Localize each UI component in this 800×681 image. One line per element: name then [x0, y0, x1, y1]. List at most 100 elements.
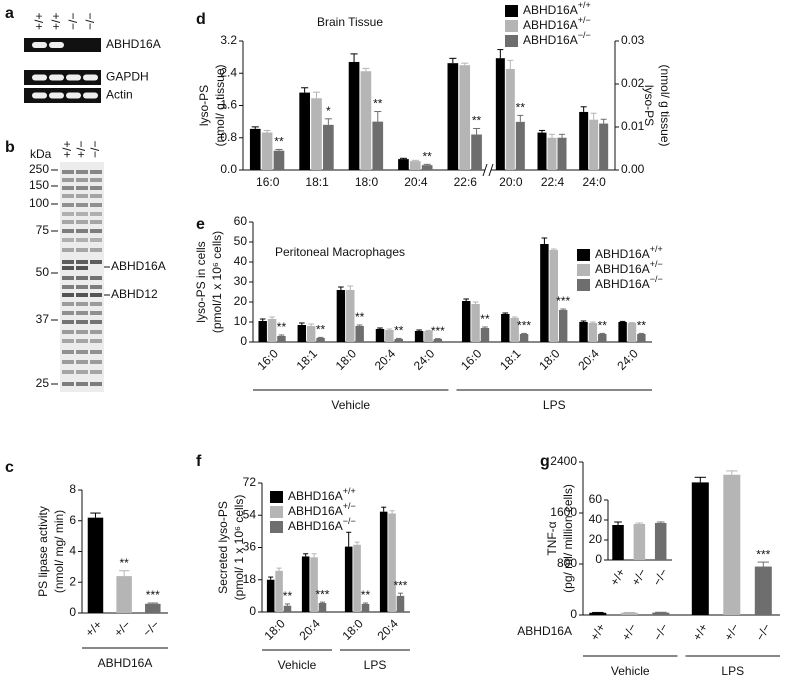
y-axis-label: (nmol/ g tissue) — [213, 64, 227, 146]
gel-band — [90, 248, 102, 252]
legend-name: ABHD16A — [288, 489, 343, 503]
gel-band — [90, 238, 102, 242]
gel-band — [62, 339, 74, 343]
marker-label: 75 — [36, 223, 50, 237]
significance-label: ** — [355, 310, 365, 324]
gel-band — [62, 360, 74, 364]
group-label: LPS — [721, 664, 744, 678]
legend-name: ABHD16A — [595, 262, 650, 276]
x-tick-label: −/− — [650, 621, 671, 643]
legend-swatch — [505, 35, 518, 47]
gel-band — [90, 186, 102, 190]
gel-band — [62, 276, 74, 280]
bar — [297, 325, 307, 342]
bar — [633, 524, 646, 560]
gel-band — [32, 92, 47, 99]
bar — [375, 329, 385, 342]
x-tick-label: 18:0 — [333, 346, 360, 373]
y-axis-label: PS lipase activity — [36, 506, 50, 597]
marker-label: 100 — [29, 196, 49, 210]
bar — [310, 557, 318, 612]
gel-band — [76, 360, 88, 364]
gel-band — [76, 186, 88, 190]
x-tick-label: 20:4 — [575, 346, 602, 373]
bar — [258, 321, 267, 342]
significance-label: ** — [422, 150, 432, 164]
legend-superscript: −/− — [650, 274, 663, 284]
bar — [537, 132, 547, 170]
gel-band — [76, 238, 88, 242]
significance-label: ** — [598, 319, 608, 333]
bar — [459, 65, 471, 170]
gel-band — [76, 212, 88, 216]
x-tick-label: 22:6 — [454, 175, 478, 189]
bar — [589, 119, 599, 170]
x-tick-label: −/− — [753, 621, 774, 643]
gel-band — [83, 92, 98, 99]
gel-band — [90, 339, 102, 343]
legend-label: ABHD16A+/− — [595, 259, 663, 276]
y-tick-label: 6 — [69, 513, 76, 527]
legend-name: ABHD16A — [288, 519, 343, 533]
x-tick-label: +/+ — [83, 617, 105, 639]
significance-label: ** — [274, 135, 284, 149]
gel-band — [76, 229, 88, 233]
group-label: Vehicle — [331, 398, 370, 412]
y2-tick-label: 0.00 — [621, 162, 645, 176]
x-tick-label: 20:0 — [499, 175, 523, 189]
gel-band — [90, 212, 102, 216]
y-tick-label: 800 — [557, 556, 577, 570]
bar — [355, 326, 364, 342]
gel-band — [76, 194, 88, 198]
legend-swatch — [577, 249, 590, 261]
marker-label: 25 — [36, 376, 50, 390]
legend-swatch — [577, 279, 590, 291]
x-tick-label: −/− — [650, 566, 671, 588]
y-tick-label: 0 — [570, 607, 577, 621]
y-axis-label: lyso-PS in cells — [194, 241, 208, 322]
gel-band — [76, 260, 88, 264]
bar — [549, 250, 559, 342]
bar — [433, 339, 443, 342]
x-tick-label: +/+ — [607, 566, 628, 588]
bar — [316, 338, 325, 342]
y-axis-label: Secreted lyso-PS — [216, 501, 230, 594]
significance-label: ** — [277, 320, 287, 334]
bar — [301, 556, 310, 612]
x-tick-label: 20:4 — [374, 616, 401, 643]
band-label: GAPDH — [106, 70, 149, 84]
bar — [501, 314, 510, 342]
gel-band — [90, 293, 102, 297]
bar — [627, 323, 637, 342]
gel-band — [90, 320, 102, 324]
legend-swatch — [270, 521, 283, 533]
gel-band — [62, 220, 74, 224]
significance-label: ** — [394, 324, 404, 338]
gel-band — [62, 203, 74, 207]
gel-band — [90, 311, 102, 315]
gel-band — [62, 311, 74, 315]
gel-band — [90, 178, 102, 182]
gel-band — [32, 42, 47, 48]
bar — [421, 165, 433, 170]
gel-band — [62, 370, 74, 374]
gel-band — [62, 320, 74, 324]
legend-label: ABHD16A+/+ — [288, 486, 356, 503]
bar — [360, 71, 372, 170]
gel-band — [62, 382, 74, 386]
significance-label: ** — [472, 114, 482, 128]
bar — [540, 244, 549, 342]
bar — [515, 121, 525, 170]
gel-band — [76, 220, 88, 224]
legend-label: ABHD16A−/− — [523, 30, 591, 47]
lane-label: +/+ — [60, 141, 74, 158]
gel-band — [62, 194, 74, 198]
group-label: LPS — [364, 658, 387, 672]
significance-label: ** — [516, 101, 526, 115]
gel-band — [76, 178, 88, 182]
gel-band — [62, 229, 74, 233]
y-tick-label: 72 — [243, 475, 257, 489]
significance-label: ** — [316, 323, 326, 337]
gel-band — [66, 74, 81, 81]
legend-superscript: +/− — [343, 501, 356, 511]
